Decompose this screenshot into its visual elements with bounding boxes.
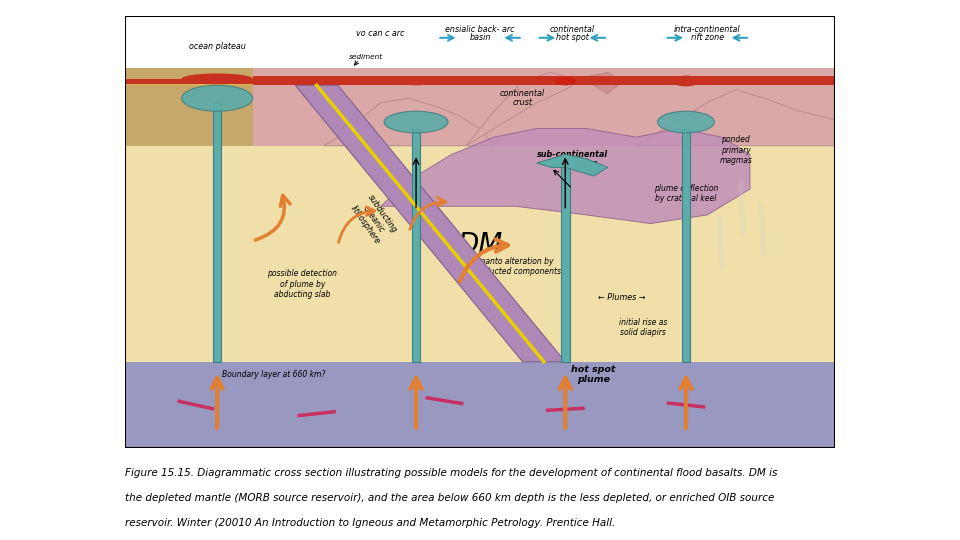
Text: manto alteration by
subducted components: manto alteration by subducted components [470, 257, 561, 276]
Text: sediment: sediment [349, 54, 383, 60]
Ellipse shape [398, 77, 434, 85]
Ellipse shape [658, 111, 714, 133]
Text: /: / [702, 213, 742, 277]
Text: vo can c arc: vo can c arc [356, 29, 405, 38]
Text: subducting
oceanic
lithosphere: subducting oceanic lithosphere [348, 192, 398, 246]
Ellipse shape [555, 77, 576, 85]
Text: hot spot: hot spot [556, 33, 588, 42]
Bar [561, 163, 569, 362]
Polygon shape [296, 85, 565, 362]
Text: DM: DM [457, 231, 503, 259]
Text: reservoir. Winter (20010 An Introduction to Igneous and Metamorphic Petrology. P: reservoir. Winter (20010 An Introduction… [125, 518, 615, 528]
Text: ocean plateau: ocean plateau [189, 42, 246, 51]
Text: possible detection
of plume by
abducting slab: possible detection of plume by abducting… [268, 269, 337, 299]
Bar [252, 68, 835, 146]
Polygon shape [466, 72, 580, 146]
Text: plume deflection
by cratonal keel: plume deflection by cratonal keel [654, 184, 718, 203]
Bar [213, 103, 222, 362]
Text: /: / [723, 179, 763, 242]
Bar [252, 76, 835, 85]
Bar [125, 68, 302, 146]
Bar [125, 146, 835, 362]
Text: ponded
primary
magmas: ponded primary magmas [719, 135, 753, 165]
Text: continental: continental [550, 25, 595, 33]
Bar [125, 79, 252, 84]
Text: initial rise as
solid diapirs: initial rise as solid diapirs [619, 318, 667, 337]
Text: sub-continental: sub-continental [537, 150, 608, 159]
Ellipse shape [384, 111, 448, 133]
Ellipse shape [181, 85, 252, 111]
Bar [412, 129, 420, 362]
Text: the depleted mantle (MORB source reservoir), and the area below 660 km depth is : the depleted mantle (MORB source reservo… [125, 493, 774, 503]
Text: continental: continental [500, 90, 545, 98]
Text: rift zone: rift zone [691, 33, 724, 42]
Text: lithosphere: lithosphere [546, 159, 598, 167]
Polygon shape [565, 72, 622, 94]
Text: intra-continental: intra-continental [674, 25, 741, 33]
Bar [125, 79, 835, 85]
Text: /: / [744, 200, 784, 264]
Ellipse shape [181, 73, 252, 84]
Polygon shape [537, 154, 608, 176]
Polygon shape [380, 129, 750, 224]
Text: basin: basin [469, 33, 491, 42]
Text: Boundary layer at 660 km?: Boundary layer at 660 km? [223, 370, 325, 379]
Ellipse shape [672, 76, 700, 86]
Text: crust: crust [513, 98, 533, 107]
Text: ensialic back- arc: ensialic back- arc [445, 25, 515, 33]
Polygon shape [324, 98, 494, 146]
Bar [682, 129, 690, 362]
Bar [125, 362, 835, 448]
Text: hot spot
plume: hot spot plume [571, 365, 616, 384]
Text: Figure 15.15. Diagrammatic cross section illustrating possible models for the de: Figure 15.15. Diagrammatic cross section… [125, 468, 778, 478]
Text: ← Plumes →: ← Plumes → [598, 293, 646, 301]
Polygon shape [636, 90, 835, 146]
